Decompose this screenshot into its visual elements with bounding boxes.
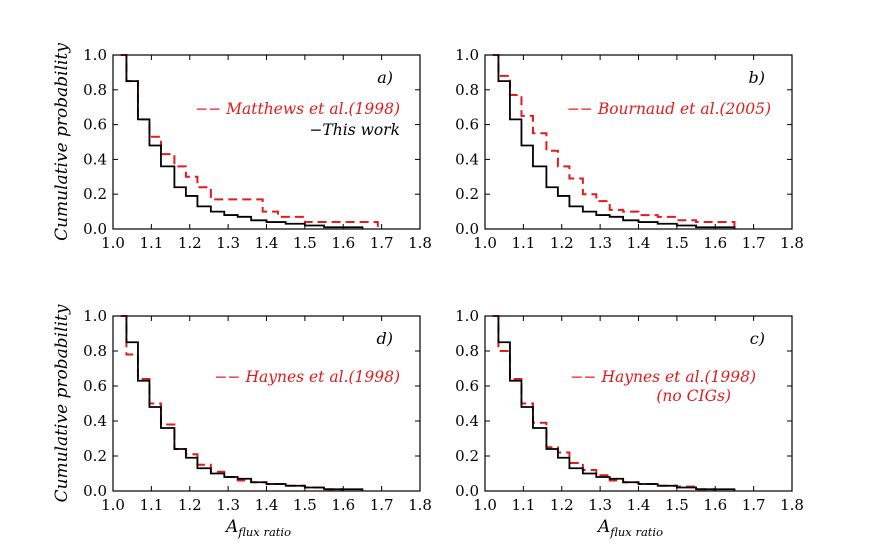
legend-entry: −− Matthews et al.(1998) [195, 100, 400, 118]
x-tick-label: 1.3 [216, 234, 240, 252]
y-tick-label: 0.4 [83, 412, 107, 430]
x-tick-label: 1.4 [627, 496, 651, 514]
panel-label: c) [750, 329, 765, 348]
panel-2: 1.0 1.1 1.2 1.3 1.4 1.5 1.6 1.7 1.8 0.0 0.2 0.4 0.6 0… [52, 304, 432, 539]
legend-entry: −− Haynes et al.(1998) [215, 368, 400, 386]
x-tick-label: 1.5 [293, 234, 317, 252]
x-tick-label: 1.0 [473, 496, 497, 514]
x-tick-label: 1.5 [293, 496, 317, 514]
y-tick-label: 0.0 [455, 482, 479, 500]
x-tick-label: 1.1 [139, 234, 163, 252]
y-axis-label: Cumulative probability [52, 304, 72, 502]
axes-frame [484, 315, 793, 492]
y-tick-label: 1.0 [83, 307, 107, 325]
y-tick-label: 1.0 [455, 307, 479, 325]
legend-entry: −− Bournaud et al.(2005) [567, 100, 771, 118]
x-tick-label: 1.1 [511, 496, 535, 514]
x-tick-label: 1.7 [742, 496, 766, 514]
y-tick-label: 0.8 [455, 342, 479, 360]
x-tick-label: 1.4 [255, 234, 279, 252]
x-tick-label: 1.6 [703, 234, 727, 252]
x-axis-label: Aflux ratio [596, 517, 663, 539]
panel-3: 1.0 1.1 1.2 1.3 1.4 1.5 1.6 1.7 1.8 0.0 0.2 0.4 0.6 0… [455, 307, 804, 539]
y-tick-label: 0.2 [455, 185, 479, 203]
y-tick-label: 0.4 [83, 150, 107, 168]
panel-label: a) [377, 68, 393, 87]
x-tick-label: 1.0 [101, 496, 125, 514]
axes-frame [112, 54, 421, 230]
y-axis-label: Cumulative probability [52, 43, 72, 241]
y-tick-label: 0.0 [455, 220, 479, 238]
x-tick-label: 1.2 [550, 234, 574, 252]
x-axis-label: Aflux ratio [224, 517, 291, 539]
panel-1: 1.0 1.1 1.2 1.3 1.4 1.5 1.6 1.7 1.8 0.0 0.2 0.4 0.6 0… [455, 46, 804, 252]
x-tick-label: 1.6 [331, 496, 355, 514]
x-tick-label: 1.5 [665, 496, 689, 514]
x-tick-label: 1.3 [588, 496, 612, 514]
dashed-series-line [120, 54, 379, 229]
solid-series-line [125, 316, 364, 491]
x-tick-label: 1.5 [665, 234, 689, 252]
y-tick-label: 0.6 [455, 377, 479, 395]
y-tick-label: 0.4 [455, 150, 479, 168]
legend-entry: −This work [309, 121, 400, 139]
y-tick-label: 0.0 [83, 220, 107, 238]
axes-frame [112, 315, 421, 492]
x-tick-label: 1.3 [216, 496, 240, 514]
y-tick-label: 1.0 [83, 46, 107, 64]
solid-series-line [497, 316, 736, 491]
y-tick-label: 0.2 [83, 447, 107, 465]
x-tick-label: 1.8 [408, 234, 432, 252]
dashed-series-line [120, 315, 345, 491]
panel-0: 1.0 1.1 1.2 1.3 1.4 1.5 1.6 1.7 1.8 0.0 0.2 0.4 0.6 0… [52, 43, 432, 252]
x-tick-label: 1.8 [780, 234, 804, 252]
x-tick-label: 1.2 [178, 234, 202, 252]
y-tick-label: 0.8 [455, 81, 479, 99]
x-tick-label: 1.8 [780, 496, 804, 514]
x-tick-label: 1.0 [101, 234, 125, 252]
x-tick-label: 1.4 [255, 496, 279, 514]
axes-frame [484, 54, 793, 230]
x-tick-label: 1.2 [550, 496, 574, 514]
x-tick-label: 1.6 [331, 234, 355, 252]
x-tick-label: 1.7 [370, 496, 394, 514]
legend-entry: −− Haynes et al.(1998) [571, 368, 756, 386]
y-tick-label: 1.0 [455, 46, 479, 64]
legend-entry-line2: (no CIGs) [656, 387, 731, 405]
y-tick-label: 0.2 [83, 185, 107, 203]
x-tick-label: 1.2 [178, 496, 202, 514]
x-tick-label: 1.3 [588, 234, 612, 252]
x-tick-label: 1.7 [742, 234, 766, 252]
panel-label: d) [377, 329, 393, 348]
panel-label: b) [749, 68, 765, 87]
x-tick-label: 1.1 [139, 496, 163, 514]
y-tick-label: 0.4 [455, 412, 479, 430]
solid-series-line [497, 55, 736, 229]
x-tick-label: 1.0 [473, 234, 497, 252]
y-tick-label: 0.6 [83, 116, 107, 134]
solid-series-line [125, 55, 364, 229]
x-tick-label: 1.8 [408, 496, 432, 514]
y-tick-label: 0.8 [83, 342, 107, 360]
x-tick-label: 1.7 [370, 234, 394, 252]
x-tick-label: 1.4 [627, 234, 651, 252]
x-tick-label: 1.1 [511, 234, 535, 252]
dashed-series-line [492, 54, 736, 229]
x-tick-label: 1.6 [703, 496, 727, 514]
y-tick-label: 0.8 [83, 81, 107, 99]
y-tick-label: 0.6 [83, 377, 107, 395]
y-tick-label: 0.2 [455, 447, 479, 465]
y-tick-label: 0.0 [83, 482, 107, 500]
y-tick-label: 0.6 [455, 116, 479, 134]
